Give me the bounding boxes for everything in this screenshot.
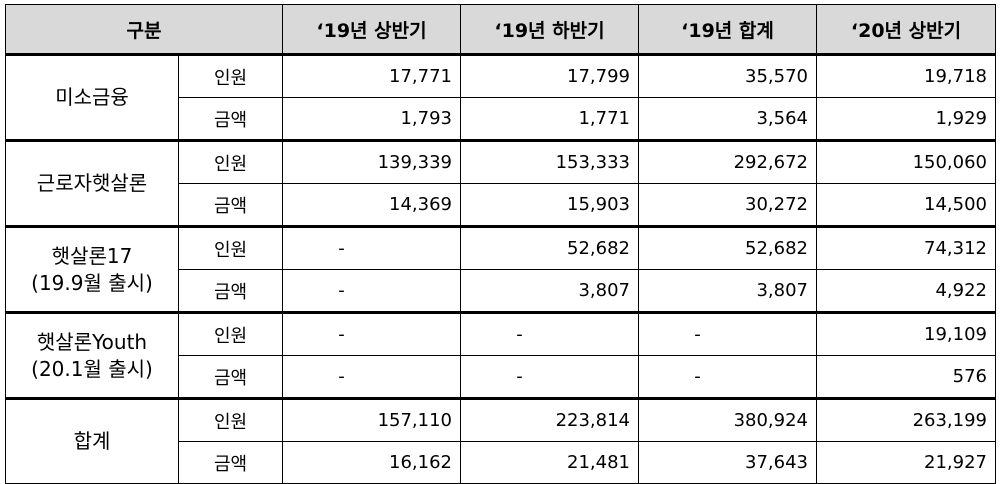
value-cell: 263,199 [816,398,996,442]
value-cell: 1,771 [460,97,639,142]
value-cell: 14,369 [282,183,461,228]
table-row: 미소금융 인원 17,771 17,799 35,570 19,718 [5,54,996,142]
table-row: 햇살론Youth (20.1월 출시) 인원 - - -19,109 [5,312,996,400]
group-name-cell: 햇살론Youth (20.1월 출시) [5,312,179,400]
header-col-total-2019: ‘19년 합계 [638,4,817,56]
value-cell: - [460,355,639,400]
value-cell: 52,682 [460,226,639,270]
value-cell: 35,570 [638,54,817,98]
table-row: 금액 -3,807 3,807 4,922 [6,269,996,314]
header-col-h2-2019: ‘19년 하반기 [460,4,639,56]
group-name-line: 햇살론Youth [36,329,148,354]
value-cell: - [638,312,817,356]
value-cell: 14,500 [816,183,996,228]
table-body: 미소금융 인원 17,771 17,799 35,570 19,718 금액 1,793 1,7… [5,54,996,484]
header-col-h1-2020: ‘20년 상반기 [816,4,996,56]
row-label-cell: 금액 [178,97,283,142]
table-row: 금액 - - -576 [6,355,996,400]
table-row: 금액 14,369 15,903 30,272 14,500 [6,183,996,228]
header-category: 구분 [5,4,283,56]
value-cell: 157,110 [282,398,461,442]
group-name-line: (19.9월 출시) [31,270,153,295]
value-cell: 380,924 [638,398,817,442]
row-label-cell: 인원 [178,140,283,184]
value-cell: 223,814 [460,398,639,442]
value-cell: 17,799 [460,54,639,98]
value-cell: 21,927 [816,441,996,484]
value-cell: 19,718 [816,54,996,98]
loan-statistics-table-container: 구분 ‘19년 상반기 ‘19년 하반기 ‘19년 합계 ‘20년 상반기 미소… [5,4,996,484]
row-label-cell: 금액 [178,183,283,228]
value-cell: 3,564 [638,97,817,142]
group-name-line: 근로자햇살론 [36,171,148,195]
value-cell: 15,903 [460,183,639,228]
value-cell: 21,481 [460,441,639,484]
value-cell: 139,339 [282,140,461,184]
value-cell: 30,272 [638,183,817,228]
value-cell: 74,312 [816,226,996,270]
row-label-cell: 인원 [178,312,283,356]
value-cell: - [638,355,817,400]
value-cell: 1,929 [816,97,996,142]
row-label-cell: 인원 [178,398,283,442]
table-header: 구분 ‘19년 상반기 ‘19년 하반기 ‘19년 합계 ‘20년 상반기 [5,4,996,56]
row-label-cell: 금액 [178,441,283,484]
value-cell: 1,793 [282,97,461,142]
value-cell: - [282,312,461,356]
header-col-h1-2019: ‘19년 상반기 [282,4,461,56]
group-name-cell: 미소금융 [5,54,179,142]
value-cell: 3,807 [460,269,639,314]
value-cell: 292,672 [638,140,817,184]
table-row: 금액 1,793 1,771 3,564 1,929 [6,97,996,142]
value-cell: 3,807 [638,269,817,314]
value-cell: 17,771 [282,54,461,98]
group-name-cell: 합계 [5,398,179,484]
row-label-cell: 인원 [178,54,283,98]
value-cell: - [282,355,461,400]
value-cell: 576 [816,355,996,400]
value-cell: 4,922 [816,269,996,314]
value-cell: 153,333 [460,140,639,184]
value-cell: - [282,226,461,270]
row-label-cell: 인원 [178,226,283,270]
group-name-cell: 햇살론17 (19.9월 출시) [5,226,179,314]
group-name-line: 미소금융 [55,85,129,109]
table-row: 합계 인원 157,110 223,814 380,924 263,199 [5,398,996,484]
row-label-cell: 금액 [178,355,283,400]
value-cell: 150,060 [816,140,996,184]
group-name-cell: 근로자햇살론 [5,140,179,228]
row-label-cell: 금액 [178,269,283,314]
table-row: 근로자햇살론 인원 139,339 153,333 292,672 150,060 [5,140,996,228]
table-row: 햇살론17 (19.9월 출시) 인원 -52,682 52,682 74,312 [5,226,996,314]
group-name-line: (20.1월 출시) [31,356,153,381]
group-name-line: 햇살론17 [51,243,133,268]
header-row: 구분 ‘19년 상반기 ‘19년 하반기 ‘19년 합계 ‘20년 상반기 [5,4,996,56]
value-cell: 52,682 [638,226,817,270]
value-cell: - [282,269,461,314]
value-cell: - [460,312,639,356]
group-name-line: 합계 [73,429,111,453]
value-cell: 19,109 [816,312,996,356]
loan-statistics-table: 구분 ‘19년 상반기 ‘19년 하반기 ‘19년 합계 ‘20년 상반기 미소… [5,4,996,484]
value-cell: 16,162 [282,441,461,484]
value-cell: 37,643 [638,441,817,484]
